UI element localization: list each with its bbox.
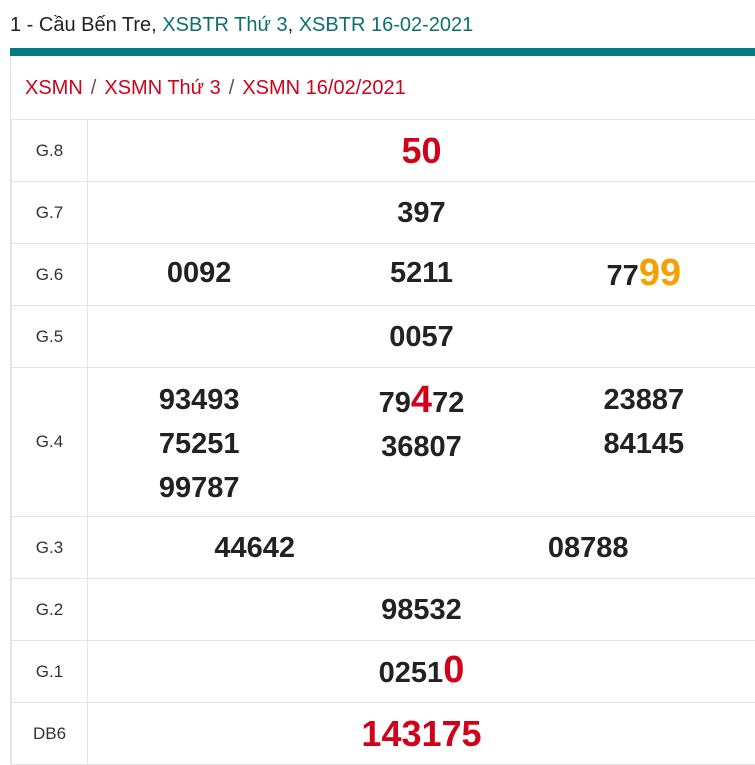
accent-bar	[10, 48, 755, 56]
prize-number: 08788	[422, 526, 755, 570]
page-title: 1 - Cầu Bến Tre, XSBTR Thứ 3, XSBTR 16-0…	[10, 14, 473, 37]
prize-label: G.3	[12, 517, 88, 579]
row-special: DB6 143175	[12, 703, 755, 765]
prize-number: 5211	[310, 251, 532, 298]
prize-label: G.4	[12, 368, 88, 517]
breadcrumb-xsmn[interactable]: XSMN	[25, 77, 83, 99]
prize-number: 99787	[88, 466, 310, 510]
g4-col1: 93493 75251 99787	[88, 378, 310, 510]
results-box: XSMN / XSMN Thứ 3 / XSMN 16/02/2021 G.8 50 G.…	[10, 56, 755, 764]
prize-number: 02510	[379, 657, 465, 689]
special-prize-number: 143175	[361, 713, 481, 754]
row-g2: G.2 98532	[12, 579, 755, 641]
prize-number: 44642	[88, 526, 422, 570]
breadcrumb-separator: /	[229, 77, 235, 99]
prize-number: 75251	[88, 422, 310, 466]
prize-number: 397	[397, 197, 445, 229]
xsbtr-date-link[interactable]: XSBTR 16-02-2021	[299, 14, 474, 36]
title-comma: ,	[288, 14, 299, 36]
xsbtr-weekday-link[interactable]: XSBTR Thứ 3	[162, 14, 287, 36]
prize-label: DB6	[12, 703, 88, 765]
prize-number: 98532	[381, 594, 462, 626]
row-g3: G.3 44642 08788	[12, 517, 755, 579]
row-g1: G.1 02510	[12, 641, 755, 703]
prize-label: G.8	[12, 120, 88, 182]
row-g4: G.4 93493 75251 99787 79472 36807 23887 …	[12, 368, 755, 517]
prize-number: 93493	[88, 378, 310, 422]
row-g7: G.7 397	[12, 182, 755, 244]
row-g6: G.6 0092 5211 7799	[12, 244, 755, 306]
prize-label: G.7	[12, 182, 88, 244]
g4-col2: 79472 36807	[310, 378, 532, 510]
prize-number: 23887	[533, 378, 755, 422]
prize-number: 79472	[310, 378, 532, 425]
breadcrumb-xsmn-weekday[interactable]: XSMN Thứ 3	[104, 77, 220, 99]
prize-label: G.6	[12, 244, 88, 306]
prize-number: 84145	[533, 422, 755, 466]
prize-number: 0057	[389, 321, 454, 353]
prize-number: 0092	[88, 251, 310, 298]
prize-number: 50	[401, 130, 441, 171]
title-prefix: 1 - Cầu Bến Tre,	[10, 14, 162, 36]
prize-label: G.2	[12, 579, 88, 641]
prize-number: 36807	[310, 425, 532, 469]
row-g5: G.5 0057	[12, 306, 755, 368]
row-g8: G.8 50	[12, 120, 755, 182]
prize-number: 7799	[533, 251, 755, 298]
breadcrumb: XSMN / XSMN Thứ 3 / XSMN 16/02/2021	[25, 77, 406, 100]
g4-col3: 23887 84145	[533, 378, 755, 510]
breadcrumb-separator: /	[91, 77, 97, 99]
breadcrumb-xsmn-date[interactable]: XSMN 16/02/2021	[242, 77, 405, 99]
prize-label: G.5	[12, 306, 88, 368]
prize-label: G.1	[12, 641, 88, 703]
